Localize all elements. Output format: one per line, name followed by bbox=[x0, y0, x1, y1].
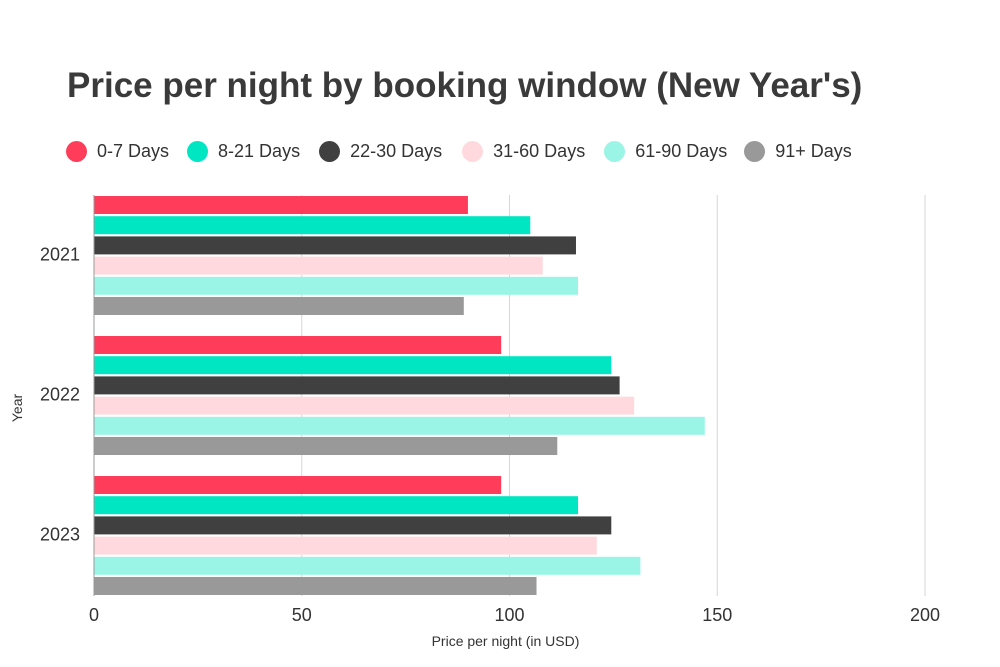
y-tick-label: 2022 bbox=[40, 385, 80, 405]
legend-swatch bbox=[744, 141, 766, 162]
x-axis-title: Price per night (in USD) bbox=[432, 633, 580, 649]
bar[interactable] bbox=[94, 196, 468, 214]
bar[interactable] bbox=[94, 577, 537, 595]
legend-item-61-90-days[interactable]: 61-90 Days bbox=[604, 141, 727, 162]
bar[interactable] bbox=[94, 437, 558, 455]
bar[interactable] bbox=[94, 276, 579, 295]
y-tick-label: 2023 bbox=[40, 525, 80, 545]
bar[interactable] bbox=[94, 256, 543, 275]
legend-swatch bbox=[319, 141, 341, 162]
bar[interactable] bbox=[94, 216, 531, 235]
legend-label: 0-7 Days bbox=[97, 141, 170, 161]
bar[interactable] bbox=[94, 236, 576, 255]
y-tick-label: 2021 bbox=[40, 245, 80, 265]
legend-item-31-60-days[interactable]: 31-60 Days bbox=[462, 141, 585, 162]
legend-swatch bbox=[66, 141, 87, 162]
axes: 0 50 100 150 200 2021 2022 2023 Price per night … bbox=[9, 195, 940, 649]
bars bbox=[94, 196, 705, 595]
legend-label: 8-21 Days bbox=[218, 141, 301, 161]
bar[interactable] bbox=[94, 396, 635, 415]
bar[interactable] bbox=[94, 356, 612, 375]
bar[interactable] bbox=[94, 476, 502, 494]
x-tick-label: 0 bbox=[89, 605, 99, 625]
legend-swatch bbox=[187, 141, 209, 162]
x-tick-label: 200 bbox=[910, 605, 940, 625]
legend-item-91-plus-days[interactable]: 91+ Days bbox=[744, 141, 852, 162]
legend-swatch bbox=[604, 141, 626, 162]
legend-item-22-30-days[interactable]: 22-30 Days bbox=[319, 141, 442, 162]
bar[interactable] bbox=[94, 496, 579, 515]
x-tick-label: 50 bbox=[292, 605, 312, 625]
legend-label: 22-30 Days bbox=[350, 141, 443, 161]
bar[interactable] bbox=[94, 376, 620, 395]
legend-label: 61-90 Days bbox=[635, 141, 728, 161]
bar[interactable] bbox=[94, 516, 612, 535]
y-axis-title: Year bbox=[9, 394, 25, 423]
bar[interactable] bbox=[94, 416, 705, 435]
bar[interactable] bbox=[94, 297, 464, 315]
legend-item-0-7-days[interactable]: 0-7 Days bbox=[66, 141, 169, 162]
chart-title: Price per night by booking window (New Y… bbox=[67, 66, 863, 105]
legend-label: 31-60 Days bbox=[493, 141, 586, 161]
legend-swatch bbox=[462, 141, 484, 162]
x-tick-label: 150 bbox=[702, 605, 732, 625]
bar[interactable] bbox=[94, 536, 597, 555]
bar[interactable] bbox=[94, 336, 502, 354]
gridlines bbox=[301, 195, 926, 596]
legend-item-8-21-days[interactable]: 8-21 Days bbox=[187, 141, 300, 162]
bar[interactable] bbox=[94, 556, 641, 575]
x-tick-label: 100 bbox=[494, 605, 524, 625]
chart-legend: 0-7 Days 8-21 Days 22-30 Days 31-60 Days… bbox=[66, 141, 872, 162]
legend-label: 91+ Days bbox=[775, 141, 852, 161]
